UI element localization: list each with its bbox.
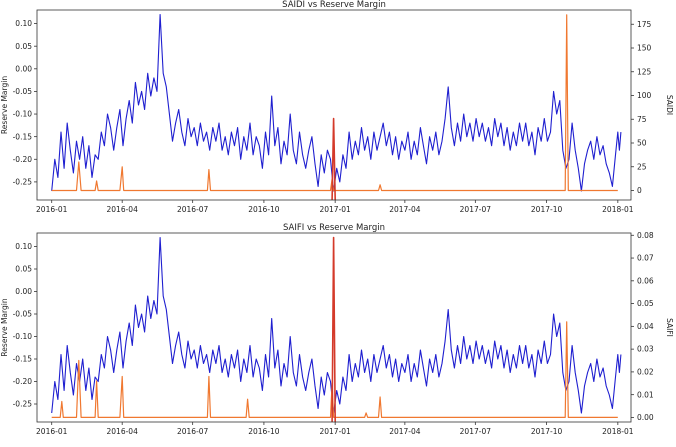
x-tick-label: 2017-10 [531,427,563,436]
y2-tick-label: 0.08 [637,231,654,240]
x-tick-label: 2016-01 [36,205,68,214]
series-line-2 [51,14,618,192]
y2-tick-label: 50 [637,139,647,148]
x-tick-label: 2016-04 [107,205,139,214]
x-tick-label: 2018-01 [602,205,634,214]
y-tick-label: 0.00 [15,287,32,296]
x-tick-label: 2017-10 [531,205,563,214]
y2-tick-label: 0.01 [637,390,654,399]
x-tick-label: 2017-07 [460,205,492,214]
y2-axis-label: SAIFI [665,318,674,337]
y-tick-label: 0.10 [15,19,32,28]
y-tick-label: -0.10 [13,110,33,119]
x-tick-label: 2016-10 [248,427,280,436]
y2-tick-label: 175 [637,20,652,29]
x-tick-label: 2017-01 [319,205,351,214]
series-line-1 [51,236,622,414]
plot-frame [36,232,632,423]
y-tick-label: 0.10 [15,242,32,251]
series-line-1 [51,13,622,192]
x-tick-label: 2017-07 [460,427,492,436]
y-tick-label: 0.00 [15,64,32,73]
y2-tick-label: 0.02 [637,368,654,377]
x-tick-label: 2017-01 [319,427,351,436]
y2-tick-label: 0.03 [637,345,654,354]
y-axis-label: Reserve Margin [0,298,9,356]
chart-title: SAIDI vs Reserve Margin [282,0,386,10]
y2-tick-label: 0.05 [637,299,654,308]
y-tick-label: -0.15 [13,132,33,141]
y-axis-label: Reserve Margin [0,76,9,134]
y-tick-label: -0.25 [13,400,33,409]
y-tick-label: 0.05 [15,42,32,51]
y2-tick-label: 0.04 [637,322,654,331]
y2-tick-label: 75 [637,115,647,124]
y-tick-label: -0.05 [13,87,33,96]
y2-tick-label: 0 [637,186,642,195]
x-tick-label: 2016-04 [107,427,139,436]
y-tick-label: -0.25 [13,178,33,187]
series-line-3 [331,117,336,201]
y2-tick-label: 100 [637,91,652,100]
y-tick-label: -0.15 [13,355,33,364]
x-tick-label: 2017-04 [389,205,421,214]
y2-tick-label: 25 [637,162,647,171]
series-line-3 [331,236,336,423]
x-tick-label: 2016-01 [36,427,68,436]
y2-tick-label: 125 [637,67,652,76]
y-tick-label: -0.20 [13,377,33,386]
plot-frame [36,9,632,201]
x-tick-label: 2016-07 [177,205,209,214]
y-tick-label: -0.05 [13,310,33,319]
x-tick-label: 2017-04 [389,427,421,436]
y2-tick-label: 150 [637,44,652,53]
x-tick-label: 2016-10 [248,205,280,214]
y2-tick-label: 0.07 [637,254,654,263]
y2-tick-label: 0.00 [637,413,654,422]
x-tick-label: 2018-01 [602,427,634,436]
series-line-2 [51,321,618,418]
y-tick-label: 0.05 [15,265,32,274]
y2-tick-label: 0.06 [637,276,654,285]
y-tick-label: -0.20 [13,155,33,164]
x-tick-label: 2016-07 [177,427,209,436]
chart-title: SAIFI vs Reserve Margin [283,223,385,233]
y2-axis-label: SAIDI [665,95,674,115]
y-tick-label: -0.10 [13,332,33,341]
chart-panel-2: SAIFI vs Reserve Margin 2016-01 2016-04 201… [0,223,674,436]
chart-panel-1: SAIDI vs Reserve Margin 2016-01 2016-04 201… [0,0,674,214]
